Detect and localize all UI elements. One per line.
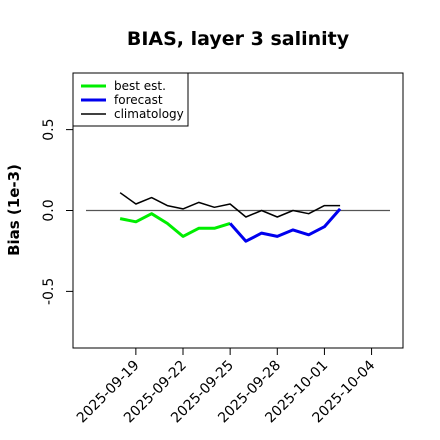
- y-tick-label: 0.5: [41, 118, 57, 140]
- series-line-climatology: [119, 192, 341, 218]
- legend-label: best est.: [114, 79, 166, 93]
- legend-label: climatology: [114, 107, 184, 121]
- y-tick-label: -0.5: [41, 278, 57, 305]
- series-line-forecast: [228, 207, 342, 243]
- legend-label: forecast: [114, 93, 163, 107]
- y-tick-label: 0.0: [41, 199, 57, 221]
- series-line-best-est: [119, 212, 231, 238]
- chart-title: BIAS, layer 3 salinity: [127, 28, 350, 50]
- y-axis-label: Bias (1e-3): [5, 164, 23, 256]
